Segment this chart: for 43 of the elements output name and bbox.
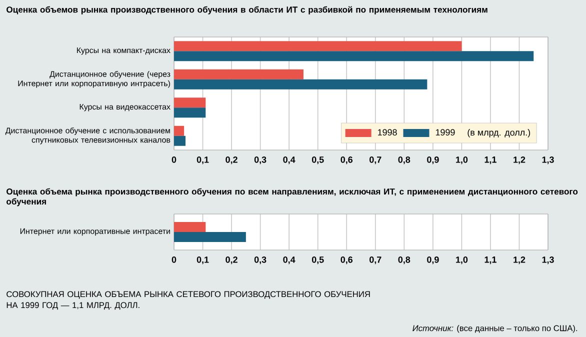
bar xyxy=(174,98,206,108)
text: Источник: (все данные – только по США). xyxy=(412,325,578,333)
bar xyxy=(174,79,428,90)
x-tick-label: 0,8 xyxy=(398,156,410,164)
bar xyxy=(174,51,534,62)
x-tick-label: 1,0 xyxy=(456,156,468,164)
x-tick-label: 0,6 xyxy=(340,156,353,164)
legend-label: 1999 xyxy=(436,129,455,136)
x-tick-label: 1,3 xyxy=(542,156,554,164)
x-tick-label: 0,9 xyxy=(427,156,439,164)
x-tick-label: 0,3 xyxy=(254,156,266,164)
x-tick-label: 1,3 xyxy=(542,256,554,264)
x-tick-label: 1,1 xyxy=(484,156,496,164)
legend-label: 1998 xyxy=(378,129,397,136)
x-tick-label: 1,0 xyxy=(456,256,468,264)
chart-title: Оценка объема рынка производственного обучения по всем направлениям, исключая ИТ, с применением дистанционного сетевого обучения xyxy=(6,188,578,206)
x-tick-label: 1,2 xyxy=(514,156,526,164)
x-tick-label: 0,4 xyxy=(283,256,296,264)
x-tick-label: 0,1 xyxy=(196,156,209,164)
x-tick-label: 0 xyxy=(172,156,176,163)
x-tick-label: 0,7 xyxy=(370,256,382,264)
x-tick-label: 0,9 xyxy=(427,256,439,264)
bar xyxy=(174,136,186,146)
chart-title: Оценка объемов рынка производственного обучения в области ИТ с разбивкой по применяемым технологиям xyxy=(6,6,488,14)
x-tick-label: 0,8 xyxy=(398,256,410,264)
text: СОВОКУПНАЯ ОЦЕНКА ОБЪЕМА РЫНКА СЕТЕВОГО ПРОИЗВОДСТВЕННОГО ОБУЧЕНИЯ НА 1999 ГОД — 1,1 МЛРД. ДОЛЛ. xyxy=(6,291,370,310)
x-tick-label: 0,3 xyxy=(254,256,266,264)
bar xyxy=(174,69,304,80)
x-tick-label: 0,5 xyxy=(312,156,324,164)
x-tick-label: 0,1 xyxy=(196,256,209,264)
bar xyxy=(174,108,206,118)
x-tick-label: 0,7 xyxy=(370,156,382,164)
x-tick-label: 1,2 xyxy=(514,256,526,264)
x-tick-label: 1,1 xyxy=(484,256,496,264)
bar xyxy=(174,41,462,52)
bar xyxy=(174,126,184,136)
legend-title: (в млрд. долл.) xyxy=(468,129,530,138)
x-tick-label: 0,2 xyxy=(226,256,238,264)
x-tick-label: 0,2 xyxy=(226,156,238,164)
x-tick-label: 0 xyxy=(172,256,176,263)
x-tick-label: 0,5 xyxy=(312,256,324,264)
x-tick-label: 0,6 xyxy=(340,256,353,264)
x-tick-label: 0,4 xyxy=(283,156,296,164)
